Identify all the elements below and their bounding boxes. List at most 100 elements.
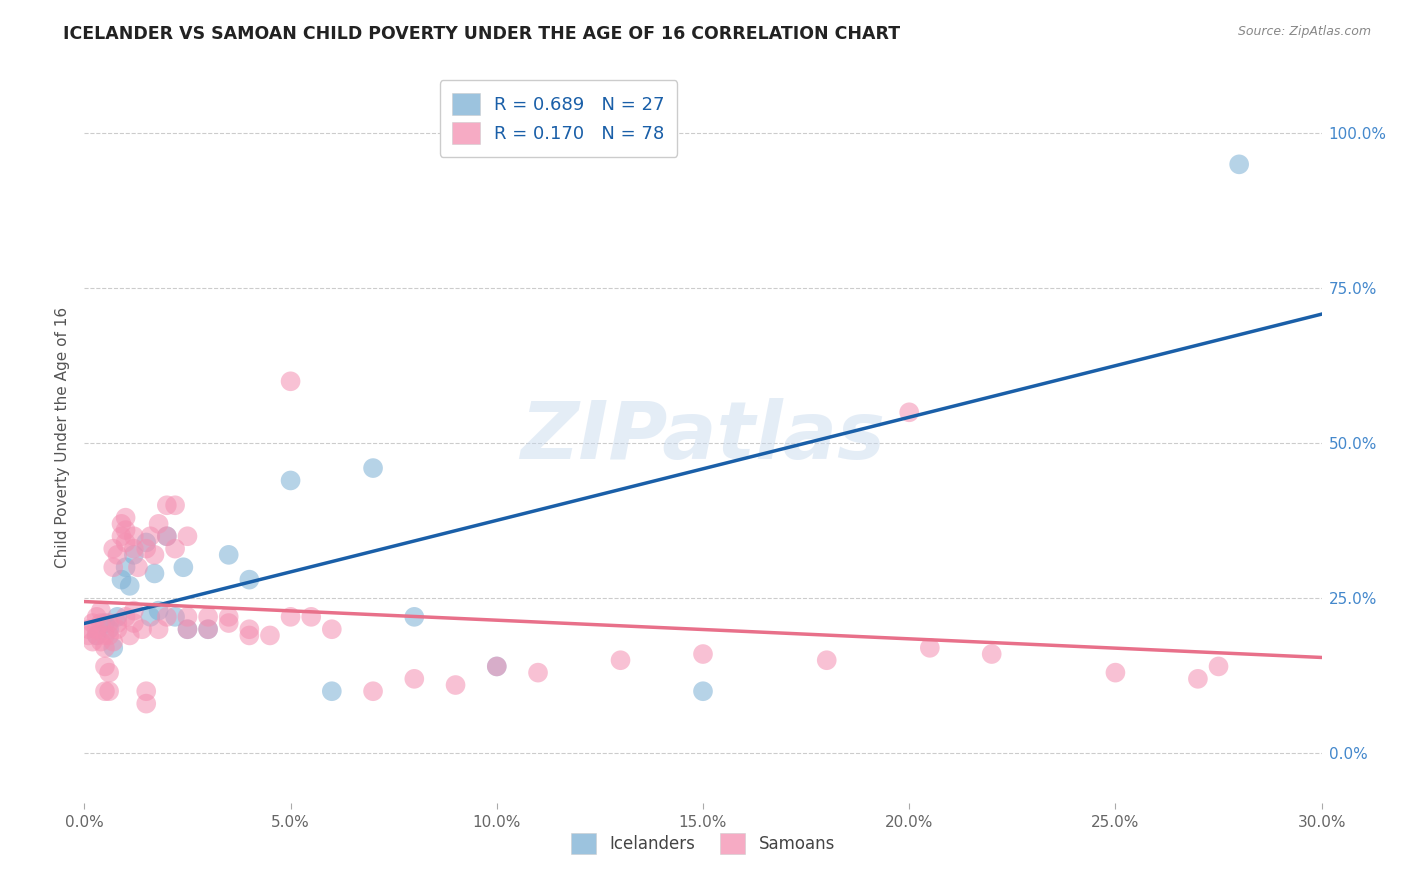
Point bbox=[148, 622, 170, 636]
Point bbox=[692, 647, 714, 661]
Point bbox=[122, 604, 145, 618]
Point bbox=[165, 498, 187, 512]
Point bbox=[77, 628, 100, 642]
Point bbox=[98, 628, 121, 642]
Point bbox=[103, 634, 125, 648]
Point bbox=[135, 541, 157, 556]
Point bbox=[321, 622, 343, 636]
Point bbox=[156, 610, 179, 624]
Point bbox=[131, 622, 153, 636]
Point bbox=[156, 529, 179, 543]
Point bbox=[98, 684, 121, 698]
Point bbox=[105, 548, 128, 562]
Point bbox=[156, 498, 179, 512]
Point bbox=[94, 684, 117, 698]
Point bbox=[218, 610, 240, 624]
Legend: Icelanders, Samoans: Icelanders, Samoans bbox=[564, 827, 842, 860]
Point bbox=[692, 684, 714, 698]
Point bbox=[110, 573, 132, 587]
Point bbox=[197, 622, 219, 636]
Point bbox=[86, 628, 108, 642]
Point bbox=[259, 628, 281, 642]
Point bbox=[82, 615, 104, 630]
Point bbox=[156, 529, 179, 543]
Point bbox=[98, 622, 121, 636]
Point bbox=[609, 653, 631, 667]
Point bbox=[77, 622, 100, 636]
Point bbox=[139, 529, 162, 543]
Point bbox=[238, 622, 260, 636]
Point bbox=[122, 615, 145, 630]
Point bbox=[94, 628, 117, 642]
Point bbox=[238, 573, 260, 587]
Point bbox=[218, 548, 240, 562]
Point bbox=[103, 560, 125, 574]
Point bbox=[114, 510, 136, 524]
Point bbox=[361, 684, 384, 698]
Point bbox=[114, 560, 136, 574]
Point bbox=[94, 659, 117, 673]
Point bbox=[118, 579, 141, 593]
Point bbox=[280, 474, 302, 488]
Point bbox=[98, 615, 121, 630]
Y-axis label: Child Poverty Under the Age of 16: Child Poverty Under the Age of 16 bbox=[55, 307, 70, 567]
Point bbox=[139, 610, 162, 624]
Point bbox=[280, 610, 302, 624]
Point bbox=[90, 604, 112, 618]
Point bbox=[143, 566, 166, 581]
Point bbox=[176, 622, 198, 636]
Point bbox=[238, 628, 260, 642]
Point bbox=[980, 647, 1002, 661]
Point bbox=[114, 523, 136, 537]
Point bbox=[103, 541, 125, 556]
Point bbox=[90, 615, 112, 630]
Point bbox=[105, 615, 128, 630]
Point bbox=[404, 672, 426, 686]
Point bbox=[103, 640, 125, 655]
Point bbox=[1208, 659, 1230, 673]
Point bbox=[98, 665, 121, 680]
Point bbox=[218, 615, 240, 630]
Point bbox=[299, 610, 322, 624]
Point bbox=[404, 610, 426, 624]
Point bbox=[127, 560, 149, 574]
Text: ZIPatlas: ZIPatlas bbox=[520, 398, 886, 476]
Point bbox=[135, 535, 157, 549]
Point bbox=[94, 615, 117, 630]
Point bbox=[197, 622, 219, 636]
Point bbox=[176, 622, 198, 636]
Point bbox=[135, 684, 157, 698]
Point bbox=[86, 628, 108, 642]
Point bbox=[815, 653, 838, 667]
Point bbox=[918, 640, 941, 655]
Point bbox=[898, 405, 921, 419]
Point bbox=[86, 610, 108, 624]
Point bbox=[90, 634, 112, 648]
Text: Source: ZipAtlas.com: Source: ZipAtlas.com bbox=[1237, 25, 1371, 38]
Point bbox=[105, 610, 128, 624]
Point bbox=[114, 610, 136, 624]
Point bbox=[165, 610, 187, 624]
Point bbox=[86, 622, 108, 636]
Point bbox=[165, 541, 187, 556]
Point bbox=[172, 560, 194, 574]
Point bbox=[321, 684, 343, 698]
Point bbox=[114, 535, 136, 549]
Point bbox=[143, 548, 166, 562]
Point bbox=[122, 541, 145, 556]
Point bbox=[82, 634, 104, 648]
Point bbox=[110, 529, 132, 543]
Point bbox=[148, 604, 170, 618]
Point bbox=[444, 678, 467, 692]
Point bbox=[148, 516, 170, 531]
Point bbox=[176, 529, 198, 543]
Point bbox=[485, 659, 508, 673]
Point bbox=[1104, 665, 1126, 680]
Point bbox=[527, 665, 550, 680]
Point bbox=[122, 529, 145, 543]
Point bbox=[176, 610, 198, 624]
Point bbox=[1227, 157, 1250, 171]
Point bbox=[110, 516, 132, 531]
Point bbox=[118, 628, 141, 642]
Point bbox=[135, 697, 157, 711]
